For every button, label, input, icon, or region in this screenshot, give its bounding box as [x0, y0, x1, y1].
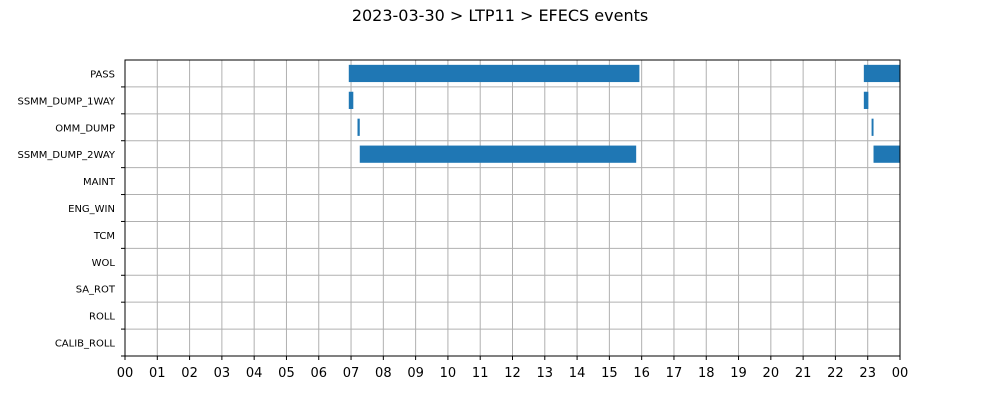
x-tick-label: 21 [795, 366, 812, 381]
x-axis: 00 01 02 03 04 05 06 07 08 09 10 11 12 13 14 15 16 17 18 19… [117, 356, 909, 381]
x-tick-label: 17 [666, 366, 683, 381]
y-tick-label: SSMM_DUMP_2WAY [17, 150, 115, 161]
event-bar [863, 64, 900, 83]
y-tick-label: OMM_DUMP [55, 123, 115, 134]
y-tick-label: ROLL [89, 312, 115, 323]
x-tick-label: 00 [117, 366, 134, 381]
grid-lines [124, 60, 901, 356]
event-bar [357, 118, 360, 136]
y-tick-label: ENG_WIN [68, 204, 115, 215]
x-tick-label: 05 [278, 366, 295, 381]
x-tick-label: 14 [569, 366, 586, 381]
x-tick-label: 11 [472, 366, 489, 381]
y-axis: PASS SSMM_DUMP_1WAY OMM_DUMP SSMM_DUMP_2WAY… [17, 69, 125, 357]
event-bar [348, 64, 640, 83]
x-tick-label: 02 [181, 366, 198, 381]
x-tick-label: 03 [214, 366, 231, 381]
x-tick-label: 23 [859, 366, 876, 381]
event-bar [863, 91, 869, 109]
y-tick-label: PASS [90, 69, 115, 80]
x-tick-label: 09 [407, 366, 424, 381]
y-tick-label: WOL [92, 258, 116, 269]
x-tick-label: 08 [375, 366, 392, 381]
x-tick-label: 07 [343, 366, 360, 381]
y-tick-label: TCM [93, 231, 115, 242]
x-tick-label: 04 [246, 366, 263, 381]
x-tick-label: 15 [601, 366, 618, 381]
y-tick-label: SSMM_DUMP_1WAY [17, 96, 115, 107]
x-tick-label: 00 [892, 366, 909, 381]
x-tick-label: 13 [537, 366, 554, 381]
x-tick-label: 01 [149, 366, 166, 381]
y-tick-label: MAINT [83, 177, 116, 188]
y-tick-label: CALIB_ROLL [55, 339, 116, 350]
event-bar [348, 91, 354, 109]
x-tick-label: 06 [310, 366, 327, 381]
x-tick-label: 19 [730, 366, 747, 381]
x-tick-label: 12 [504, 366, 521, 381]
x-tick-label: 16 [633, 366, 650, 381]
event-bars [348, 64, 900, 163]
x-tick-label: 18 [698, 366, 715, 381]
event-bar [873, 145, 900, 163]
event-bar [359, 145, 637, 163]
event-bar [871, 118, 874, 136]
x-tick-label: 20 [763, 366, 780, 381]
chart-title: 2023-03-30 > LTP11 > EFECS events [351, 6, 649, 25]
y-tick-label: SA_ROT [76, 285, 116, 296]
x-tick-label: 22 [827, 366, 844, 381]
x-tick-label: 10 [440, 366, 457, 381]
